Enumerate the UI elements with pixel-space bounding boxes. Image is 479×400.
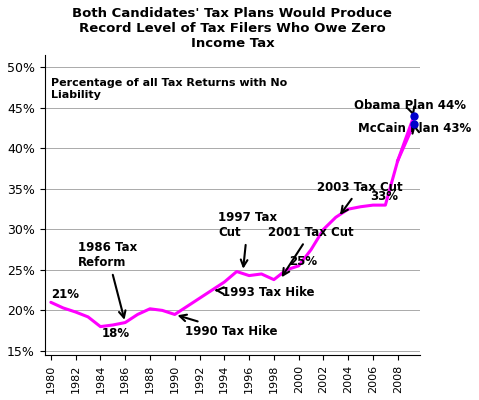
Text: 25%: 25% (289, 255, 317, 268)
Text: 2003 Tax Cut: 2003 Tax Cut (317, 181, 403, 213)
Text: Obama Plan 44%: Obama Plan 44% (354, 99, 467, 115)
Text: Percentage of all Tax Returns with No
Liability: Percentage of all Tax Returns with No Li… (51, 78, 287, 100)
Text: McCain Plan 43%: McCain Plan 43% (358, 122, 471, 135)
Title: Both Candidates' Tax Plans Would Produce
Record Level of Tax Filers Who Owe Zero: Both Candidates' Tax Plans Would Produce… (72, 7, 392, 50)
Text: 2001 Tax Cut: 2001 Tax Cut (268, 226, 354, 275)
Text: 1990 Tax Hike: 1990 Tax Hike (180, 315, 277, 338)
Text: 21%: 21% (51, 288, 79, 301)
Text: 1997 Tax
Cut: 1997 Tax Cut (218, 211, 277, 266)
Text: 18%: 18% (102, 328, 130, 340)
Text: 33%: 33% (370, 190, 399, 203)
Text: 1986 Tax
Reform: 1986 Tax Reform (78, 241, 137, 318)
Text: 1993 Tax Hike: 1993 Tax Hike (216, 286, 314, 299)
